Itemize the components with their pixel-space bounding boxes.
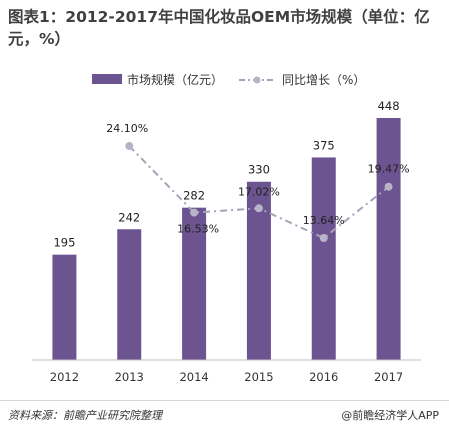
growth-value-label: 19.47% [368,163,410,176]
x-tick-label: 2017 [374,370,403,384]
legend-line-swatch [239,76,275,84]
bars-layer: 195 242 282 330 375 448 [52,99,401,360]
source-note: 资料来源：前瞻产业研究院整理 [8,409,162,422]
growth-value-label: 24.10% [106,122,148,135]
legend-line-label: 同比增长（%） [282,73,366,87]
x-tick-label: 2015 [244,370,273,384]
bar-2016 [311,157,336,360]
growth-point-2015 [254,204,263,213]
x-tick-label: 2016 [309,370,338,384]
chart-plot: 195 242 282 330 375 448 24.10% 16.53% 17.02% 13.… [32,99,421,384]
bar-2013 [117,229,142,360]
bar-value-label: 448 [378,99,400,113]
growth-point-2014 [190,208,199,217]
growth-value-label: 16.53% [177,223,219,236]
x-tick-label: 2012 [50,370,79,384]
x-tick-label: 2013 [115,370,144,384]
bar-value-label: 282 [183,189,205,203]
x-tick-label: 2014 [179,370,208,384]
line-layer: 24.10% 16.53% 17.02% 13.64% 19.47% [106,122,410,242]
growth-value-label: 17.02% [238,185,280,198]
growth-point-2013 [125,142,134,150]
bar-value-label: 330 [248,163,270,177]
footer: 资料来源：前瞻产业研究院整理 @前瞻经济学人APP [0,400,449,430]
legend-bar-label: 市场规模（亿元） [127,73,224,87]
bar-2017 [376,118,401,360]
growth-point-2017 [384,182,393,191]
brand-credit: @前瞻经济学人APP [341,409,439,422]
legend: 市场规模（亿元） 同比增长（%） [0,70,449,90]
bar-value-label: 195 [53,236,75,250]
growth-point-2016 [319,234,328,242]
chart-title: 图表1：2012-2017年中国化妆品OEM市场规模（单位：亿元，%） [8,8,430,48]
bar-value-label: 375 [313,138,335,152]
bar-2014 [182,207,207,360]
legend-bar-swatch [92,74,122,84]
bar-2012 [52,254,77,360]
growth-value-label: 13.64% [303,214,345,227]
axis-layer: 2012 2013 2014 2015 2016 2017 [32,359,421,384]
bar-value-label: 242 [118,210,140,224]
